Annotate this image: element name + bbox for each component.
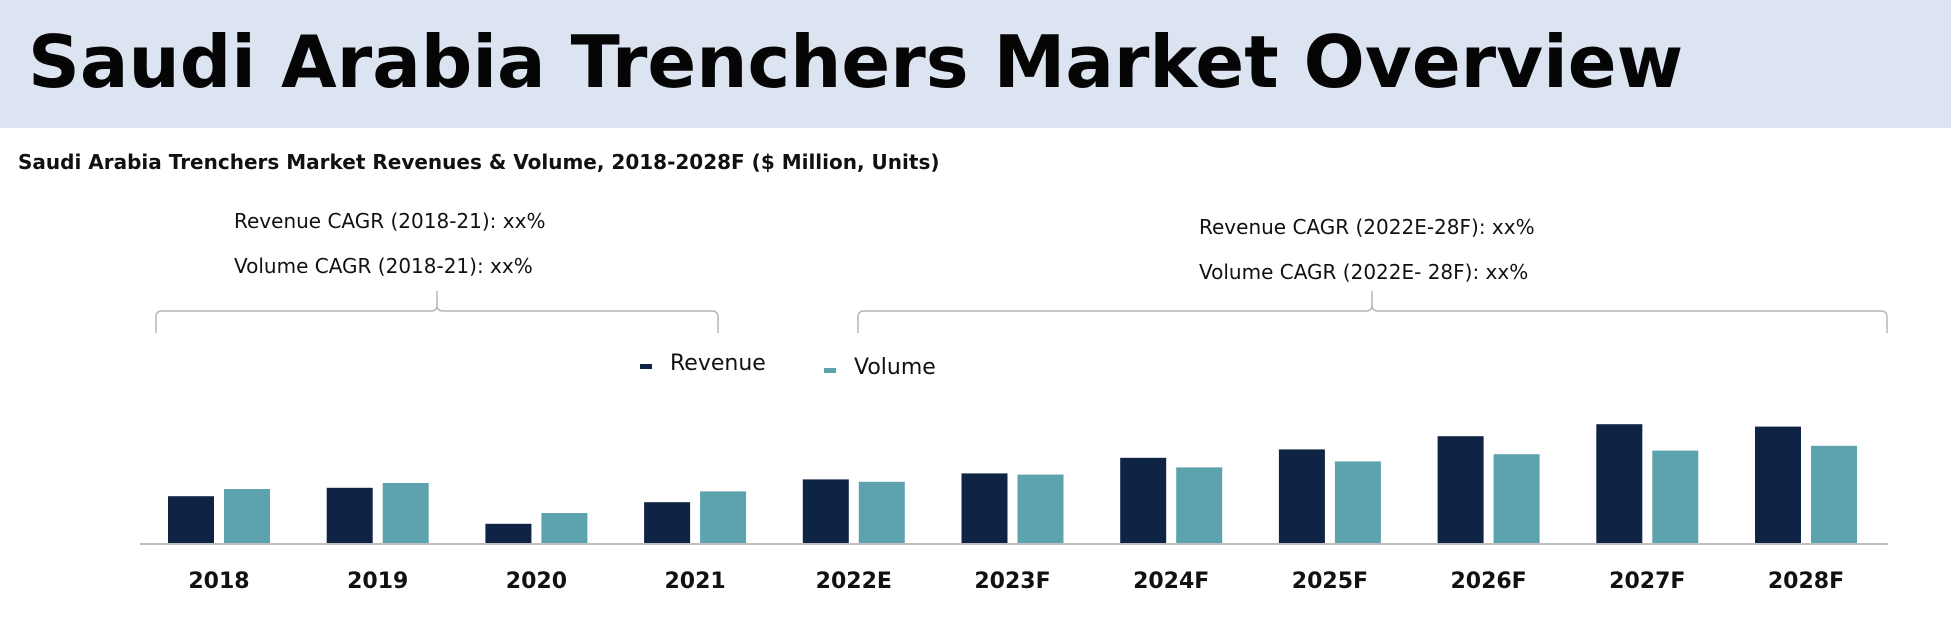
bar-volume-2020: [541, 513, 588, 543]
bar-revenue-2025f: [1278, 449, 1325, 543]
bar-revenue-2022e: [802, 479, 849, 543]
legend-volume: Volume: [824, 355, 936, 380]
x-tick-label-2026f: 2026F: [1450, 569, 1526, 594]
legend-volume-label: Volume: [854, 355, 936, 380]
bar-revenue-2018: [168, 496, 214, 543]
x-tick-label-2021: 2021: [664, 569, 725, 594]
legend-revenue-label: Revenue: [670, 351, 766, 376]
legend-revenue: Revenue: [640, 351, 766, 376]
bar-revenue-2028f: [1755, 426, 1801, 543]
right-revenue-cagr: Revenue CAGR (2022E-28F): xx%: [1199, 215, 1535, 239]
bar-revenue-2024f: [1120, 457, 1167, 543]
x-tick-label-2022e: 2022E: [816, 569, 892, 594]
bar-volume-2028f: [1811, 445, 1857, 543]
x-tick-label-2023f: 2023F: [974, 569, 1050, 594]
left-cagr-bracket: [155, 291, 719, 333]
x-tick-label-2027f: 2027F: [1609, 569, 1685, 594]
right-volume-cagr: Volume CAGR (2022E- 28F): xx%: [1199, 260, 1529, 284]
bar-volume-2019: [382, 483, 429, 543]
bar-volume-2026f: [1493, 454, 1540, 543]
bar-volume-2023f: [1017, 474, 1064, 543]
bar-revenue-2026f: [1437, 436, 1484, 543]
left-revenue-cagr: Revenue CAGR (2018-21): xx%: [234, 209, 546, 233]
bar-revenue-2020: [485, 523, 532, 543]
x-tick-label-2018: 2018: [188, 569, 249, 594]
x-tick-label-2024f: 2024F: [1133, 569, 1209, 594]
bar-volume-2018: [224, 489, 270, 543]
bar-revenue-2021: [644, 502, 691, 543]
right-cagr-bracket: [857, 291, 1888, 333]
bar-volume-2021: [700, 491, 747, 543]
left-volume-cagr: Volume CAGR (2018-21): xx%: [234, 254, 533, 278]
bar-volume-2024f: [1176, 467, 1223, 543]
bar-volume-2025f: [1334, 461, 1381, 543]
x-tick-label-2025f: 2025F: [1292, 569, 1368, 594]
legend-revenue-swatch: [640, 364, 652, 369]
legend-volume-swatch: [824, 368, 836, 373]
bar-revenue-2023f: [961, 473, 1008, 543]
x-tick-label-2028f: 2028F: [1768, 569, 1844, 594]
x-tick-label-2019: 2019: [347, 569, 408, 594]
bar-volume-2027f: [1652, 450, 1699, 543]
chart-title: Saudi Arabia Trenchers Market Revenues &…: [18, 150, 940, 174]
bar-revenue-2019: [326, 487, 373, 543]
header-band: [0, 0, 1951, 128]
page-title: Saudi Arabia Trenchers Market Overview: [28, 20, 1684, 104]
x-tick-label-2020: 2020: [506, 569, 567, 594]
bar-revenue-2027f: [1596, 424, 1643, 543]
bar-volume-2022e: [858, 481, 905, 543]
